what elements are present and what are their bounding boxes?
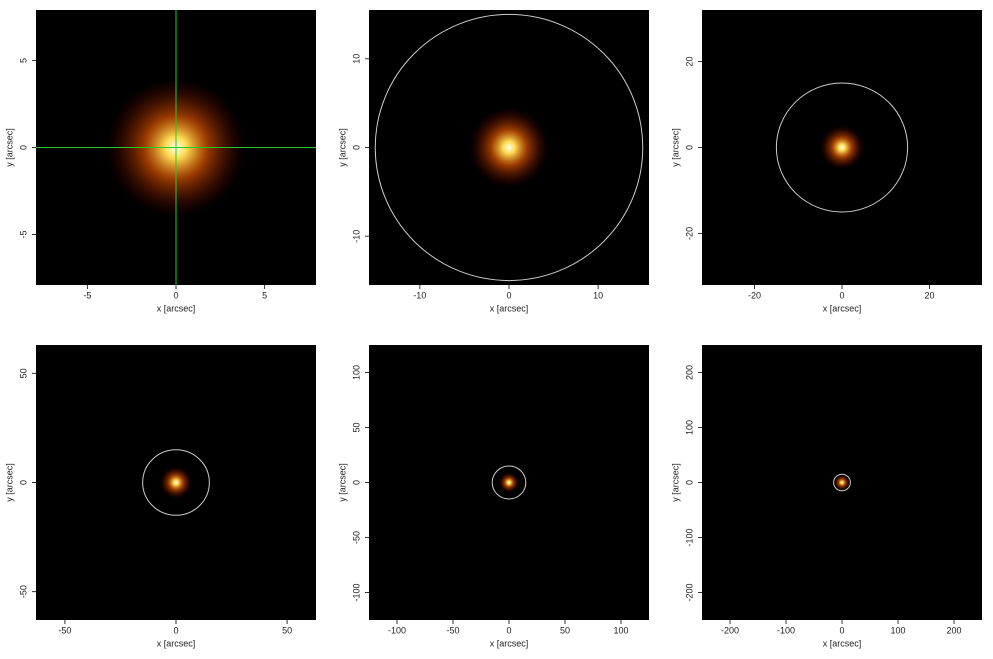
x-tick-label: -5 [83,290,91,300]
y-tick-label: 0 [351,145,361,150]
y-axis-label: y [arcsec] [670,128,680,167]
x-tick-label: 0 [173,625,178,635]
y-axis-label: y [arcsec] [670,463,680,502]
y-tick-label: 5 [18,58,28,63]
y-tick-label: -100 [684,528,694,546]
y-tick-label: 50 [18,368,28,378]
y-tick-label: 0 [351,480,361,485]
y-tick-label: -50 [351,531,361,544]
y-tick-label: 100 [351,365,361,380]
panel: -10 0 10 -10 0 10 x [arcsec] y [arcsec] [337,10,649,313]
x-tick-label: 50 [560,625,570,635]
extraction-circle [775,82,909,213]
panel: -200 -100 0 100 200 -200 -100 0 100 200 x [arcsec]… [670,345,982,648]
y-tick-label: 50 [351,422,361,432]
x-tick-label: 0 [506,290,511,300]
x-tick-label: 0 [173,290,178,300]
x-axis-label: x [arcsec] [157,638,196,648]
y-tick-label: 0 [684,145,694,150]
x-tick-label: 200 [946,625,961,635]
x-tick-label: -50 [58,625,71,635]
y-tick-label: -10 [351,230,361,243]
y-tick-label: -20 [684,227,694,240]
y-tick-label: 10 [351,54,361,64]
y-tick-label: -50 [18,585,28,598]
y-axis-label: y [arcsec] [337,128,347,167]
y-tick-label: 0 [18,145,28,150]
x-tick-label: 0 [506,625,511,635]
panel: -50 0 50 -50 0 50 x [arcsec] y [arcsec] [4,345,316,648]
y-tick-label: 100 [684,420,694,435]
x-tick-label: 100 [613,625,628,635]
x-tick-label: 50 [282,625,292,635]
x-tick-label: 0 [839,290,844,300]
x-tick-label: -20 [748,290,761,300]
source-glow [469,107,549,188]
x-tick-label: 0 [839,625,844,635]
extraction-circle [374,13,644,282]
x-tick-label: -100 [777,625,795,635]
x-axis-label: x [arcsec] [823,638,862,648]
x-axis-label: x [arcsec] [157,303,196,313]
extraction-circle [142,449,210,516]
y-tick-label: 20 [684,57,694,67]
extraction-circle [491,465,527,500]
x-tick-label: 20 [924,290,934,300]
x-tick-label: -10 [413,290,426,300]
x-tick-label: -50 [446,625,459,635]
x-tick-label: 5 [262,290,267,300]
y-tick-label: 0 [18,480,28,485]
y-tick-label: 200 [684,365,694,380]
x-tick-label: -200 [721,625,739,635]
source-glow [820,125,864,170]
y-tick-label: 0 [684,480,694,485]
y-axis-label: y [arcsec] [4,463,14,502]
x-axis-label: x [arcsec] [490,638,529,648]
panel: -20 0 20 -20 0 20 x [arcsec] y [arcsec] [670,10,982,313]
x-tick-label: 100 [890,625,905,635]
y-axis-label: y [arcsec] [337,463,347,502]
y-axis-label: y [arcsec] [4,128,14,167]
source-glow [160,466,192,499]
x-axis-label: x [arcsec] [823,303,862,313]
extraction-circle [833,473,851,492]
x-axis-label: x [arcsec] [490,303,529,313]
source-glow [834,474,850,491]
y-tick-label: -200 [684,583,694,601]
x-tick-label: -100 [388,625,406,635]
y-tick-label: -100 [351,583,361,601]
x-tick-label: 10 [593,290,603,300]
source-glow [499,472,519,493]
panel: -100 -50 0 50 100 -100 -50 0 50 100 x [arcsec] y [a… [337,345,649,648]
panel: -5 0 5 -5 0 5 x [arcsec] y [arcsec] [4,10,316,313]
y-tick-label: -5 [18,231,28,239]
